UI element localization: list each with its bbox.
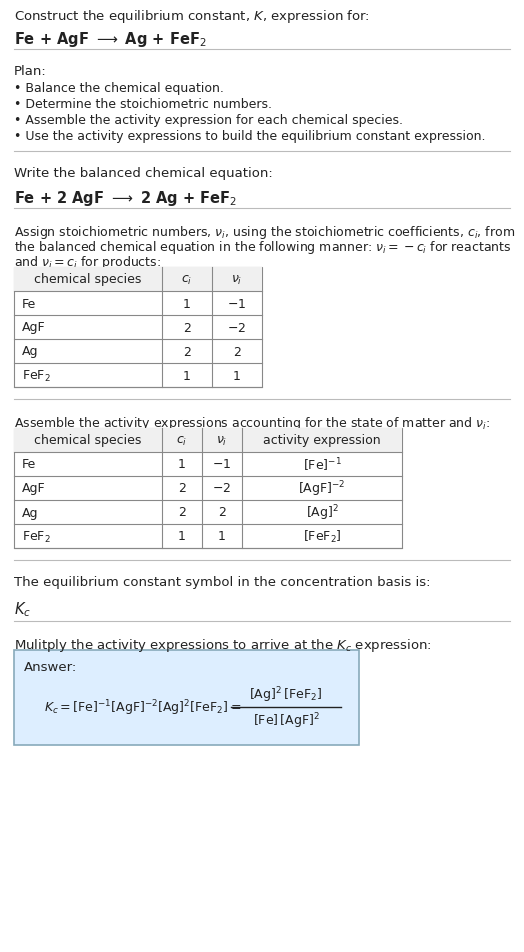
- Bar: [14, 428, 402, 548]
- Text: $[\mathrm{Ag}]^2$: $[\mathrm{Ag}]^2$: [305, 503, 339, 523]
- Text: activity expression: activity expression: [263, 434, 381, 447]
- Bar: [14, 428, 402, 452]
- Text: and $\nu_i = c_i$ for products:: and $\nu_i = c_i$ for products:: [14, 254, 161, 270]
- Text: • Assemble the activity expression for each chemical species.: • Assemble the activity expression for e…: [14, 114, 403, 127]
- Text: $-1$: $-1$: [227, 297, 247, 310]
- Bar: [14, 268, 262, 291]
- Text: AgF: AgF: [22, 482, 46, 495]
- Bar: [14, 268, 262, 387]
- Text: Fe + AgF $\longrightarrow$ Ag + FeF$_2$: Fe + AgF $\longrightarrow$ Ag + FeF$_2$: [14, 30, 206, 49]
- Text: Mulitply the activity expressions to arrive at the $K_c$ expression:: Mulitply the activity expressions to arr…: [14, 636, 432, 653]
- Text: the balanced chemical equation in the following manner: $\nu_i = -c_i$ for react: the balanced chemical equation in the fo…: [14, 239, 511, 256]
- Text: $[\mathrm{Fe}]^{-1}$: $[\mathrm{Fe}]^{-1}$: [302, 456, 342, 473]
- Text: $K_c$: $K_c$: [14, 600, 31, 618]
- Text: chemical species: chemical species: [34, 273, 141, 287]
- Text: Fe: Fe: [22, 458, 36, 471]
- Text: 2: 2: [233, 346, 241, 358]
- Text: $[\mathrm{FeF}_2]$: $[\mathrm{FeF}_2]$: [302, 528, 342, 545]
- Text: $[\mathrm{Fe}]\,[\mathrm{AgF}]^2$: $[\mathrm{Fe}]\,[\mathrm{AgF}]^2$: [253, 710, 320, 730]
- Bar: [14, 650, 359, 745]
- Text: 1: 1: [183, 369, 191, 382]
- Text: Plan:: Plan:: [14, 65, 47, 78]
- Text: • Balance the chemical equation.: • Balance the chemical equation.: [14, 82, 224, 95]
- Text: 1: 1: [178, 530, 186, 543]
- Text: AgF: AgF: [22, 321, 46, 334]
- Text: Fe + 2 AgF $\longrightarrow$ 2 Ag + FeF$_2$: Fe + 2 AgF $\longrightarrow$ 2 Ag + FeF$…: [14, 188, 237, 208]
- Text: Ag: Ag: [22, 506, 38, 519]
- Text: $c_i$: $c_i$: [181, 273, 193, 287]
- Text: 2: 2: [178, 482, 186, 495]
- Text: $[\mathrm{AgF}]^{-2}$: $[\mathrm{AgF}]^{-2}$: [298, 479, 346, 498]
- Text: • Use the activity expressions to build the equilibrium constant expression.: • Use the activity expressions to build …: [14, 129, 486, 143]
- Text: $-2$: $-2$: [227, 321, 247, 334]
- Text: Assemble the activity expressions accounting for the state of matter and $\nu_i$: Assemble the activity expressions accoun…: [14, 414, 490, 431]
- Text: chemical species: chemical species: [34, 434, 141, 447]
- Text: Fe: Fe: [22, 297, 36, 310]
- Text: Assign stoichiometric numbers, $\nu_i$, using the stoichiometric coefficients, $: Assign stoichiometric numbers, $\nu_i$, …: [14, 224, 515, 241]
- Text: 2: 2: [183, 321, 191, 334]
- Text: 1: 1: [218, 530, 226, 543]
- Text: $c_i$: $c_i$: [177, 434, 188, 447]
- Text: 2: 2: [218, 506, 226, 519]
- Text: • Determine the stoichiometric numbers.: • Determine the stoichiometric numbers.: [14, 98, 272, 110]
- Text: 1: 1: [233, 369, 241, 382]
- Text: $-1$: $-1$: [212, 458, 232, 471]
- Text: $\nu_i$: $\nu_i$: [216, 434, 228, 447]
- Text: $K_c = [\mathrm{Fe}]^{-1} [\mathrm{AgF}]^{-2} [\mathrm{Ag}]^2 [\mathrm{FeF}_2] =: $K_c = [\mathrm{Fe}]^{-1} [\mathrm{AgF}]…: [44, 698, 242, 717]
- Text: Ag: Ag: [22, 346, 38, 358]
- Text: 1: 1: [178, 458, 186, 471]
- Text: $[\mathrm{Ag}]^2\,[\mathrm{FeF}_2]$: $[\mathrm{Ag}]^2\,[\mathrm{FeF}_2]$: [249, 684, 323, 704]
- Text: The equilibrium constant symbol in the concentration basis is:: The equilibrium constant symbol in the c…: [14, 575, 431, 588]
- Text: Write the balanced chemical equation:: Write the balanced chemical equation:: [14, 167, 273, 180]
- Text: 2: 2: [178, 506, 186, 519]
- Text: FeF$_2$: FeF$_2$: [22, 368, 51, 383]
- Text: 2: 2: [183, 346, 191, 358]
- Text: $\nu_i$: $\nu_i$: [231, 273, 243, 287]
- Text: 1: 1: [183, 297, 191, 310]
- Text: Construct the equilibrium constant, $K$, expression for:: Construct the equilibrium constant, $K$,…: [14, 8, 370, 25]
- Text: Answer:: Answer:: [24, 661, 77, 673]
- Text: $-2$: $-2$: [212, 482, 232, 495]
- Text: FeF$_2$: FeF$_2$: [22, 529, 51, 544]
